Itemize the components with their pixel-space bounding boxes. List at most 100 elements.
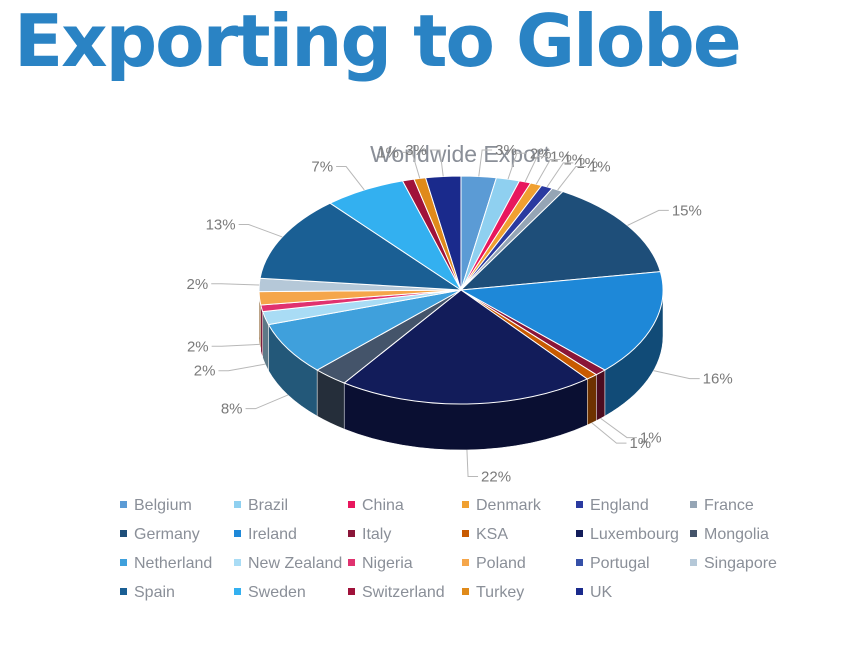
pie-slice-netherland — [267, 289, 462, 371]
pie-side-nigeria — [260, 304, 263, 358]
leader-line — [429, 149, 444, 177]
legend-label: China — [362, 497, 404, 514]
legend-label: Ireland — [248, 526, 297, 543]
data-label: 1% — [377, 144, 399, 161]
legend-label: Turkey — [476, 584, 525, 601]
legend-label: Switzerland — [362, 584, 445, 601]
pie-slice-ireland — [459, 271, 664, 371]
legend-item: Brazil — [234, 497, 288, 515]
data-label: 2% — [194, 363, 216, 380]
legend-item: Switzerland — [348, 584, 445, 602]
pie-slice-luxembourg — [343, 289, 589, 405]
data-label: 1% — [550, 149, 572, 166]
legend-swatch — [348, 588, 355, 596]
legend-label: Luxembourg — [590, 526, 679, 543]
data-label: 1% — [576, 155, 598, 172]
chart-title: Worldwide Export — [370, 141, 550, 167]
legend-item: Nigeria — [348, 555, 413, 573]
pie-side-italy — [596, 369, 606, 422]
legend-item: KSA — [462, 526, 508, 544]
data-label: 15% — [672, 202, 702, 219]
legend-swatch — [576, 588, 583, 596]
legend-item: Spain — [120, 584, 175, 602]
legend-swatch — [348, 530, 355, 538]
legend-swatch — [348, 501, 355, 509]
leader-line — [535, 159, 561, 185]
data-label: 8% — [221, 401, 243, 418]
legend-item: Singapore — [690, 555, 777, 573]
legend-swatch — [690, 559, 697, 567]
legend-swatch — [120, 501, 127, 509]
legend-item: Denmark — [462, 497, 541, 515]
legend-label: KSA — [476, 526, 509, 543]
legend-swatch — [576, 530, 583, 538]
legend-label: England — [590, 497, 649, 514]
legend-label: Poland — [476, 555, 526, 572]
leader-line — [653, 370, 700, 380]
leader-line — [591, 422, 627, 444]
data-label: 1% — [589, 159, 611, 176]
legend-label: Sweden — [248, 584, 306, 601]
legend-label: Singapore — [704, 555, 777, 572]
leader-line — [600, 417, 637, 439]
legend-item: Netherland — [120, 555, 212, 573]
legend-label: Nigeria — [362, 555, 413, 572]
leader-line — [211, 283, 260, 286]
legend-label: Netherland — [134, 555, 213, 572]
data-label: 1% — [563, 152, 585, 169]
legend-item: Sweden — [234, 584, 306, 602]
legend-swatch — [462, 530, 469, 538]
pie-side-ksa — [587, 374, 597, 426]
leader-line — [546, 162, 574, 188]
legend-item: England — [576, 497, 649, 515]
legend-swatch — [120, 530, 127, 538]
data-label: 2% — [530, 145, 552, 162]
leader-line — [557, 166, 586, 191]
data-label: 1% — [629, 435, 651, 452]
legend-item: New Zealand — [234, 555, 342, 573]
leader-line — [245, 394, 289, 410]
leader-line — [238, 224, 283, 238]
legend-item: Luxembourg — [576, 526, 679, 544]
legend-item: Turkey — [462, 584, 524, 602]
leader-line — [466, 449, 479, 478]
legend-item: Belgium — [120, 497, 192, 515]
legend-label: New Zealand — [248, 555, 343, 572]
legend-swatch — [576, 559, 583, 567]
legend-label: Belgium — [134, 497, 192, 514]
legend-swatch — [462, 501, 469, 509]
legend-swatch — [120, 559, 127, 567]
legend-item: Ireland — [234, 526, 297, 544]
legend-swatch — [576, 501, 583, 509]
legend-swatch — [690, 530, 697, 538]
leader-line — [524, 156, 548, 183]
leader-line — [218, 363, 266, 372]
legend-label: France — [704, 497, 754, 514]
leader-line — [507, 152, 527, 180]
data-label: 22% — [481, 469, 511, 486]
data-label: 7% — [311, 159, 333, 176]
data-label: 3% — [405, 142, 427, 159]
leader-line — [478, 149, 493, 177]
legend-item: Italy — [348, 526, 391, 544]
legend-label: UK — [590, 584, 613, 601]
legend-swatch — [234, 501, 241, 509]
legend-label: Spain — [134, 584, 175, 601]
pie-slice-spain — [259, 202, 463, 291]
legend-item: Mongolia — [690, 526, 769, 544]
legend-item: Germany — [120, 526, 200, 544]
leader-line — [402, 151, 421, 179]
leader-line — [627, 209, 669, 226]
page-title: Exporting to Globe — [14, 0, 742, 83]
leader-line — [211, 343, 260, 347]
legend-label: Denmark — [476, 497, 541, 514]
legend-item: UK — [576, 584, 612, 602]
legend-label: Germany — [134, 526, 200, 543]
legend-swatch — [120, 588, 127, 596]
data-label: 13% — [206, 217, 236, 234]
legend-swatch — [690, 501, 697, 509]
leader-line — [336, 166, 365, 191]
legend-label: Portugal — [590, 555, 650, 572]
legend-item: China — [348, 497, 404, 515]
